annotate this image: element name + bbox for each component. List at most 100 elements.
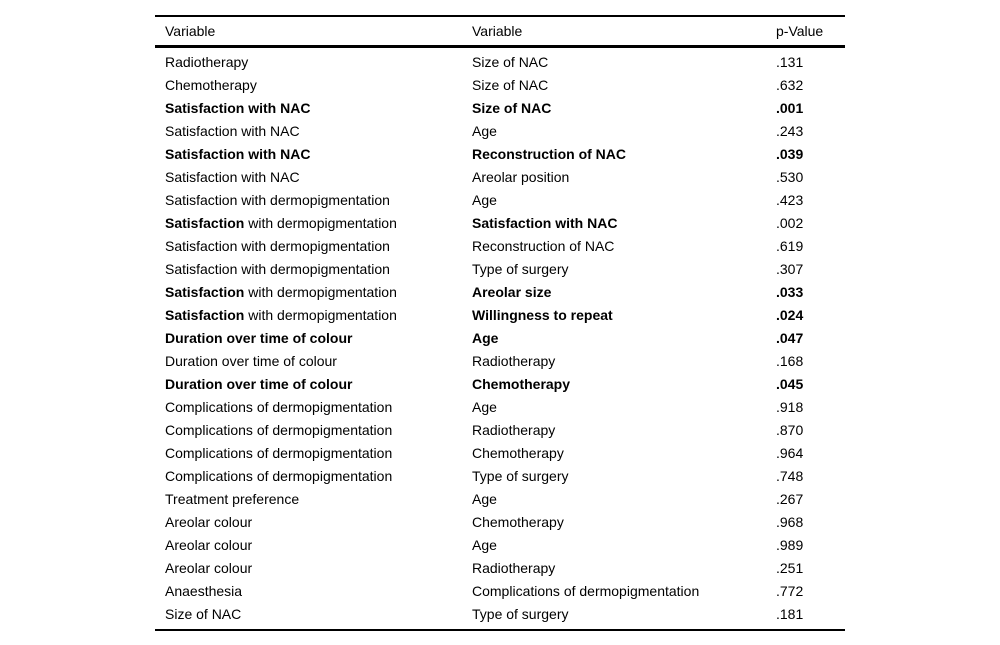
variable-2-cell: Age xyxy=(472,192,776,208)
p-value-cell-text: .748 xyxy=(776,467,804,484)
table-row: Areolar colour Radiotherapy .251 xyxy=(155,556,845,579)
variable-1-cell: Satisfaction with dermopigmentation xyxy=(165,192,472,208)
table-row: Duration over time of colour Age .047 xyxy=(155,326,845,349)
variable-1-cell: Satisfaction with dermopigmentation xyxy=(165,307,472,323)
variable-2-cell-text: Age xyxy=(472,536,497,553)
variable-1-cell: Treatment preference xyxy=(165,491,472,507)
variable-1-cell-text: Complications of dermopigmentation xyxy=(165,398,393,415)
variable-2-cell: Willingness to repeat xyxy=(472,307,776,323)
variable-1-cell-bold-text: Satisfaction xyxy=(165,214,245,231)
p-value-cell-text: .251 xyxy=(776,559,804,576)
p-value-cell-text: .964 xyxy=(776,444,804,461)
variable-1-cell: Complications of dermopigmentation xyxy=(165,468,472,484)
column-header-variable-1: Variable xyxy=(165,23,216,39)
p-value-cell-text: .243 xyxy=(776,122,804,139)
p-value-cell: .964 xyxy=(776,445,845,461)
variable-2-cell-text: Chemotherapy xyxy=(472,513,564,530)
p-value-cell: .045 xyxy=(776,376,845,392)
variable-2-cell: Size of NAC xyxy=(472,100,776,116)
p-value-cell: .307 xyxy=(776,261,845,277)
variable-2-cell: Type of surgery xyxy=(472,606,776,622)
variable-1-cell-text: Anaesthesia xyxy=(165,582,243,599)
variable-2-cell: Chemotherapy xyxy=(472,514,776,530)
variable-1-cell-text: Chemotherapy xyxy=(165,76,257,93)
variable-2-cell: Age xyxy=(472,123,776,139)
variable-2-cell-text: Age xyxy=(472,122,497,139)
p-value-cell: .918 xyxy=(776,399,845,415)
p-value-cell: .989 xyxy=(776,537,845,553)
p-value-cell: .251 xyxy=(776,560,845,576)
variable-1-cell-text: Complications of dermopigmentation xyxy=(165,467,393,484)
p-value-cell-text: .918 xyxy=(776,398,804,415)
variable-1-cell: Satisfaction with dermopigmentation xyxy=(165,215,472,231)
p-value-cell: .168 xyxy=(776,353,845,369)
variable-2-cell-bold-text: Reconstruction of NAC xyxy=(472,145,626,162)
variable-2-cell: Complications of dermopigmentation xyxy=(472,583,776,599)
variable-1-cell-text: Complications of dermopigmentation xyxy=(165,444,393,461)
variable-1-cell-bold-text: Satisfaction with NAC xyxy=(165,99,311,116)
variable-1-cell: Radiotherapy xyxy=(165,54,472,70)
table-row: Satisfaction with dermopigmentation Type … xyxy=(155,257,845,280)
variable-2-cell-bold-text: Age xyxy=(472,329,499,346)
p-value-cell: .001 xyxy=(776,100,845,116)
p-value-cell-text: .968 xyxy=(776,513,804,530)
p-value-cell: .423 xyxy=(776,192,845,208)
variable-2-cell-bold-text: Size of NAC xyxy=(472,99,552,116)
table-row: Complications of dermopigmentation Type o… xyxy=(155,464,845,487)
variable-1-cell: Complications of dermopigmentation xyxy=(165,445,472,461)
p-value-cell-bold-text: .045 xyxy=(776,375,804,392)
variable-1-cell-bold-text: Duration over time of colour xyxy=(165,375,353,392)
p-value-cell-text: .530 xyxy=(776,168,804,185)
variable-1-cell: Satisfaction with NAC xyxy=(165,169,472,185)
table-body: Radiotherapy Size of NAC .131 Chemotherapy S… xyxy=(155,48,845,629)
variable-2-cell: Type of surgery xyxy=(472,261,776,277)
variable-2-cell-text: Age xyxy=(472,490,497,507)
variable-2-cell: Size of NAC xyxy=(472,77,776,93)
p-value-cell: .870 xyxy=(776,422,845,438)
p-value-cell: .047 xyxy=(776,330,845,346)
table-row: Complications of dermopigmentation Age .91… xyxy=(155,395,845,418)
variable-2-cell: Size of NAC xyxy=(472,54,776,70)
statistics-table: Variable Variable p-Value Radiotherapy Si… xyxy=(155,15,845,631)
p-value-cell-text: .307 xyxy=(776,260,804,277)
variable-1-cell-text: Size of NAC xyxy=(165,605,242,622)
table-row: Chemotherapy Size of NAC .632 xyxy=(155,73,845,96)
p-value-cell: .002 xyxy=(776,215,845,231)
variable-1-cell: Satisfaction with dermopigmentation xyxy=(165,238,472,254)
variable-1-cell-text: Complications of dermopigmentation xyxy=(165,421,393,438)
variable-2-cell-text: Areolar position xyxy=(472,168,570,185)
variable-2-cell: Radiotherapy xyxy=(472,353,776,369)
variable-2-cell-text: Type of surgery xyxy=(472,467,569,484)
p-value-cell: .024 xyxy=(776,307,845,323)
variable-1-cell-text: with dermopigmentation xyxy=(244,306,397,323)
variable-2-cell-text: Radiotherapy xyxy=(472,352,556,369)
variable-2-cell-text: Size of NAC xyxy=(472,76,549,93)
variable-1-cell: Duration over time of colour xyxy=(165,376,472,392)
p-value-cell: .181 xyxy=(776,606,845,622)
table-header-row: Variable Variable p-Value xyxy=(155,17,845,48)
variable-1-cell-text: Areolar colour xyxy=(165,536,253,553)
variable-2-cell-bold-text: Satisfaction with NAC xyxy=(472,214,618,231)
table-row: Anaesthesia Complications of dermopigment… xyxy=(155,579,845,602)
p-value-cell-text: .989 xyxy=(776,536,804,553)
table-row: Duration over time of colour Chemotherapy… xyxy=(155,372,845,395)
variable-2-cell-text: Size of NAC xyxy=(472,53,549,70)
p-value-cell-bold-text: .024 xyxy=(776,306,804,323)
column-header-variable-2: Variable xyxy=(472,23,523,39)
variable-2-cell-bold-text: Areolar size xyxy=(472,283,552,300)
p-value-cell: .033 xyxy=(776,284,845,300)
p-value-cell-bold-text: .047 xyxy=(776,329,804,346)
p-value-cell-text: .772 xyxy=(776,582,804,599)
variable-2-cell: Reconstruction of NAC xyxy=(472,238,776,254)
variable-1-cell: Duration over time of colour xyxy=(165,353,472,369)
column-header-p-value: p-Value xyxy=(776,23,824,39)
variable-2-cell: Age xyxy=(472,491,776,507)
variable-1-cell-bold-text: Satisfaction xyxy=(165,283,245,300)
table-row: Radiotherapy Size of NAC .131 xyxy=(155,50,845,73)
variable-1-cell: Complications of dermopigmentation xyxy=(165,399,472,415)
variable-1-cell: Anaesthesia xyxy=(165,583,472,599)
variable-2-cell: Areolar size xyxy=(472,284,776,300)
table-row: Treatment preference Age .267 xyxy=(155,487,845,510)
variable-2-cell: Satisfaction with NAC xyxy=(472,215,776,231)
